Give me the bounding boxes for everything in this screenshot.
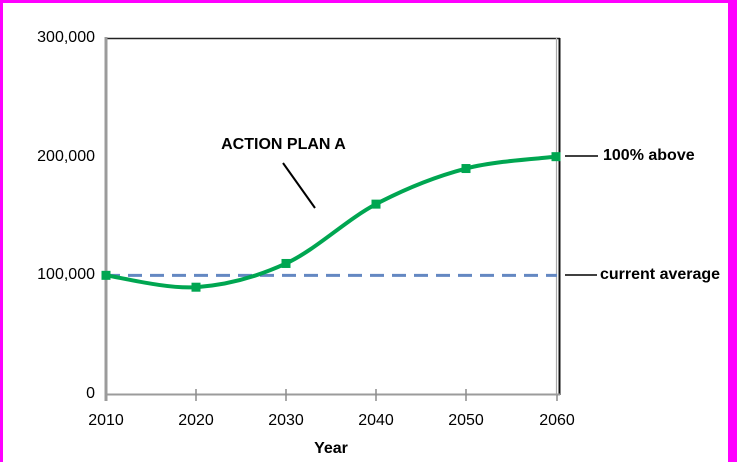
- x-tick-label-2030: 2030: [268, 412, 304, 429]
- y-tick-label-300000: 300,000: [37, 29, 95, 46]
- data-point-marker-2030: [281, 258, 291, 268]
- current-average-annotation: current average: [600, 266, 721, 283]
- y-tick-label-0: 0: [86, 385, 95, 402]
- pct-above-annotation: 100% above: [603, 147, 695, 164]
- data-point-marker-2040: [371, 199, 381, 209]
- window-border-top: [0, 0, 737, 3]
- y-tick-label-100000: 100,000: [37, 266, 95, 283]
- x-tick-label-2040: 2040: [358, 412, 394, 429]
- x-axis-ticks: [195, 389, 558, 401]
- series-line: [104, 154, 558, 290]
- y-tick-label-200000: 200,000: [37, 148, 95, 165]
- x-tick-label-2050: 2050: [448, 412, 484, 429]
- annotation-pointer-line: [282, 162, 316, 209]
- data-point-marker-2050: [461, 164, 471, 174]
- x-tick-label-2020: 2020: [178, 412, 214, 429]
- x-tick-label-2060: 2060: [539, 412, 575, 429]
- x-axis-title: Year: [314, 440, 348, 457]
- action-plan-annotation: ACTION PLAN A: [221, 136, 346, 153]
- data-point-marker-2060: [551, 152, 561, 162]
- x-tick-label-2010: 2010: [88, 412, 124, 429]
- data-point-marker-2010: [101, 270, 111, 280]
- data-point-marker-2020: [191, 282, 201, 292]
- window-border-right: [728, 0, 737, 462]
- window-border-left: [0, 0, 3, 462]
